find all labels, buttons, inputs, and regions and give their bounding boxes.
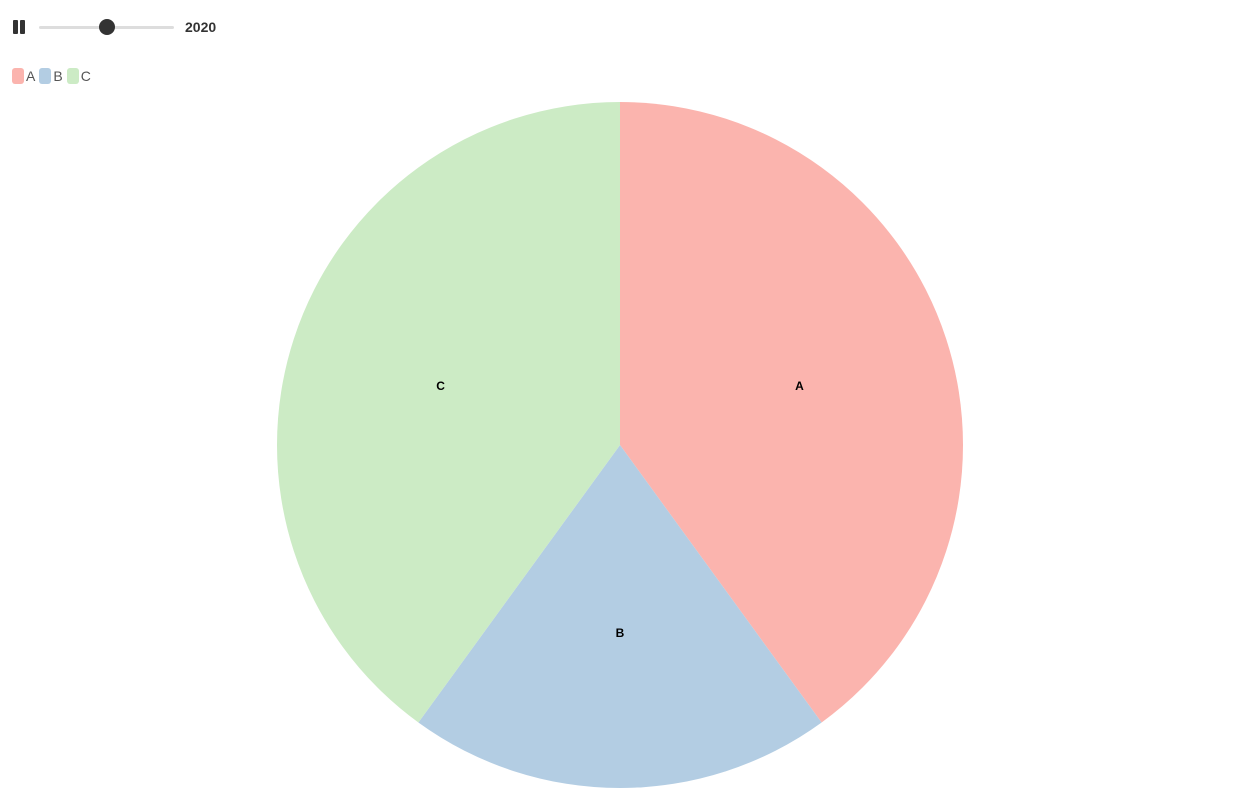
legend-swatch	[66, 68, 79, 84]
legend-label: A	[26, 68, 36, 84]
pie-slice-a[interactable]	[620, 102, 964, 723]
slice-label-b: B	[616, 626, 625, 640]
legend-item-a[interactable]: A	[12, 68, 35, 84]
timeline-control: 2020	[12, 16, 252, 38]
pie-slice-b[interactable]	[418, 445, 822, 789]
legend-label: C	[80, 68, 91, 84]
year-label: 2020	[185, 19, 217, 35]
legend-swatch	[12, 68, 24, 84]
legend-label: B	[53, 68, 63, 84]
legend-item-b[interactable]: B	[39, 68, 63, 84]
year-slider[interactable]	[39, 19, 174, 35]
slice-label-a: A	[795, 379, 804, 393]
legend-item-c[interactable]: C	[66, 68, 91, 84]
pie-slice-c[interactable]	[276, 102, 620, 723]
slider-thumb[interactable]	[98, 19, 115, 35]
slice-label-c: C	[436, 379, 445, 393]
legend-swatch	[39, 68, 52, 84]
pause-button[interactable]	[12, 20, 26, 34]
legend: A B C	[12, 68, 95, 84]
